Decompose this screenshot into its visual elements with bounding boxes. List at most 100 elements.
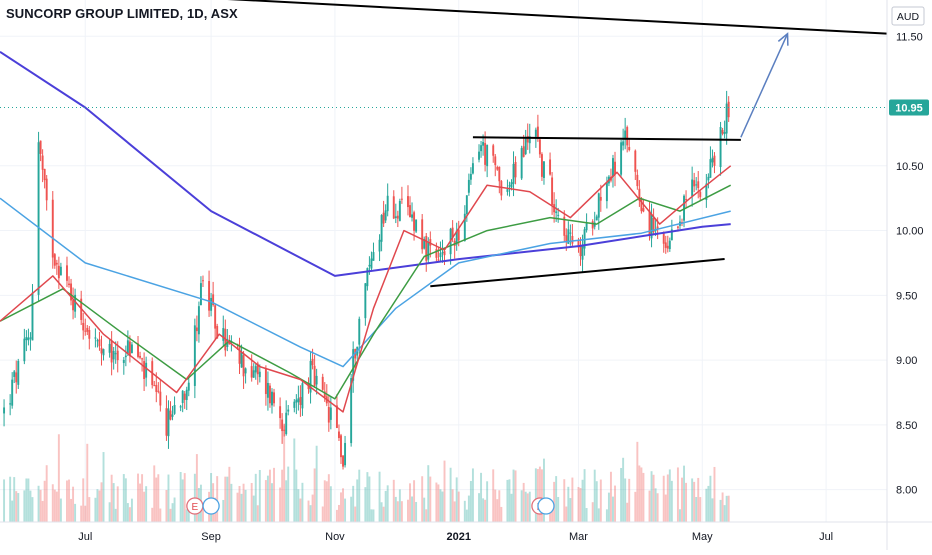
candle-body [719, 127, 722, 168]
candle-body [709, 159, 712, 178]
volume-bar [449, 467, 452, 522]
volume-bar [70, 498, 73, 522]
candle-body [482, 142, 485, 146]
candle-body [74, 294, 77, 312]
volume-bar [226, 476, 229, 522]
candle-body [480, 145, 483, 152]
volume-bar [725, 495, 728, 522]
moving-average-line [0, 50, 731, 277]
x-tick-label: May [692, 531, 713, 543]
candle-body [457, 229, 460, 241]
volume-bar [579, 488, 582, 522]
volume-bar [571, 477, 574, 522]
candle-body [143, 361, 146, 379]
volume-bar [396, 501, 399, 522]
volume-bar [15, 491, 18, 522]
candle-body [183, 393, 186, 400]
candle-body [323, 391, 326, 398]
currency-box [891, 6, 925, 26]
candle-body [100, 347, 103, 354]
volume-bar [549, 507, 552, 522]
candle-body [642, 208, 645, 212]
volume-bar [137, 473, 139, 522]
volume-bar [195, 454, 198, 522]
volume-bar [727, 495, 730, 522]
volume-bar [386, 485, 389, 522]
candle-body [506, 189, 509, 192]
candle-body [37, 142, 40, 295]
candle-body [538, 139, 541, 155]
volume-bar [427, 465, 430, 522]
candle-body [664, 242, 667, 248]
candle-body [66, 265, 68, 281]
volume-bar [66, 480, 68, 522]
volume-bar [482, 498, 485, 522]
volume-bar [437, 484, 440, 522]
volume-bar [585, 508, 588, 522]
candle-body [721, 130, 724, 134]
candle-body [622, 141, 625, 146]
volume-bar [569, 498, 572, 522]
volume-bar [652, 474, 655, 522]
volume-bar [670, 480, 673, 522]
volume-bar [86, 443, 89, 522]
volume-bar [492, 469, 495, 522]
candle-body [626, 127, 629, 146]
candle-body [656, 226, 659, 230]
candle-body [628, 146, 631, 150]
volume-bar [122, 474, 125, 522]
candle-body [557, 214, 560, 216]
volume-bar [709, 475, 712, 522]
candle-body [124, 355, 127, 358]
volume-bar [512, 469, 515, 522]
candle-body [128, 341, 131, 357]
candle-body [382, 212, 385, 224]
volume-bar [321, 506, 324, 522]
volume-bar [27, 478, 30, 522]
volume-bar [453, 501, 456, 522]
candle-body [585, 223, 588, 231]
candle-body [599, 196, 602, 201]
volume-bar [254, 473, 257, 522]
candle-body [210, 297, 213, 311]
volume-bar [705, 488, 708, 522]
moving-average-line [0, 197, 731, 368]
candle-body [181, 390, 184, 404]
candle-body [500, 181, 503, 196]
candle-body [640, 198, 643, 212]
volume-bar [250, 482, 253, 522]
volume-bar [679, 509, 681, 522]
candle-body [31, 292, 34, 341]
volume-bar [3, 479, 6, 522]
candle-body [293, 401, 296, 408]
volume-bar [620, 467, 623, 522]
candle-body [315, 375, 318, 385]
projection-arrow-shaft [740, 33, 789, 138]
candle-body [268, 385, 271, 404]
volume-bar [423, 497, 426, 522]
candle-body [283, 429, 286, 431]
volume-bar [425, 509, 428, 522]
volume-bar [413, 480, 416, 522]
candle-body [171, 414, 174, 417]
moving-average-line [0, 184, 732, 400]
volume-bar [309, 505, 312, 522]
volume-bar [583, 469, 586, 522]
candle-body [463, 213, 466, 241]
candle-body [3, 407, 6, 414]
volume-bar [11, 500, 14, 522]
volume-bar [350, 496, 353, 522]
candle-body [683, 195, 685, 221]
candle-body [285, 412, 288, 435]
candle-body [45, 178, 48, 201]
volume-bar [43, 480, 46, 522]
volume-bar [126, 503, 129, 522]
candle-body [411, 214, 414, 218]
volume-bar [593, 469, 596, 522]
candle-body [352, 349, 355, 381]
candle-body [208, 281, 211, 311]
candle-body [662, 233, 665, 244]
candle-body [273, 392, 275, 404]
candle-body [88, 330, 91, 339]
